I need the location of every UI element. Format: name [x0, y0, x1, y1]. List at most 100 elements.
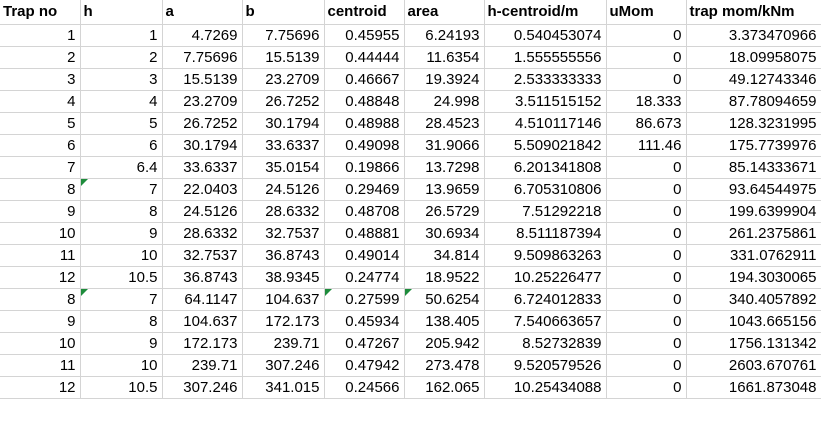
cell-h-centroid[interactable]: 9.520579526 [484, 354, 607, 377]
cell-centroid[interactable]: 0.46667 [324, 68, 405, 91]
cell-b[interactable]: 30.1794 [242, 112, 325, 135]
cell-trap-mom[interactable]: 128.3231995 [686, 112, 821, 135]
cell-area[interactable]: 28.4523 [404, 112, 485, 135]
cell-area[interactable]: 24.998 [404, 90, 485, 113]
cell-area[interactable]: 50.6254 [404, 288, 485, 311]
cell-umom[interactable]: 18.333 [606, 90, 687, 113]
cell-area[interactable]: 13.9659 [404, 178, 485, 201]
cell-area[interactable]: 162.065 [404, 376, 485, 399]
cell-trap-mom[interactable]: 331.0762911 [686, 244, 821, 267]
cell-trap-mom[interactable]: 2603.670761 [686, 354, 821, 377]
cell-trap-mom[interactable]: 49.12743346 [686, 68, 821, 91]
cell-centroid[interactable]: 0.45934 [324, 310, 405, 333]
cell-trap-no[interactable]: 5 [0, 112, 81, 135]
cell-h-centroid[interactable]: 2.533333333 [484, 68, 607, 91]
cell-trap-mom[interactable]: 1756.131342 [686, 332, 821, 355]
cell-centroid[interactable]: 0.48988 [324, 112, 405, 135]
cell-h-centroid[interactable]: 8.52732839 [484, 332, 607, 355]
cell-trap-mom[interactable]: 175.7739976 [686, 134, 821, 157]
cell-trap-no[interactable]: 10 [0, 222, 81, 245]
cell-h[interactable]: 9 [80, 332, 163, 355]
cell-b[interactable]: 23.2709 [242, 68, 325, 91]
cell-centroid[interactable]: 0.49014 [324, 244, 405, 267]
cell-umom[interactable]: 0 [606, 266, 687, 289]
cell-umom[interactable]: 0 [606, 354, 687, 377]
cell-trap-no[interactable]: 3 [0, 68, 81, 91]
cell-trap-no[interactable]: 11 [0, 244, 81, 267]
cell-trap-no[interactable]: 8 [0, 178, 81, 201]
cell-h-centroid[interactable]: 4.510117146 [484, 112, 607, 135]
cell-h[interactable]: 6.4 [80, 156, 163, 179]
cell-trap-no[interactable]: 11 [0, 354, 81, 377]
cell-trap-mom[interactable]: 93.64544975 [686, 178, 821, 201]
cell-umom[interactable]: 0 [606, 156, 687, 179]
cell-b[interactable]: 26.7252 [242, 90, 325, 113]
cell-centroid[interactable]: 0.29469 [324, 178, 405, 201]
cell-h[interactable]: 5 [80, 112, 163, 135]
cell-trap-mom[interactable]: 261.2375861 [686, 222, 821, 245]
cell-b[interactable]: 24.5126 [242, 178, 325, 201]
cell-h-centroid[interactable]: 9.509863263 [484, 244, 607, 267]
cell-centroid[interactable]: 0.48708 [324, 200, 405, 223]
cell-h-centroid[interactable]: 0.540453074 [484, 24, 607, 47]
cell-a[interactable]: 4.7269 [162, 24, 243, 47]
cell-a[interactable]: 64.1147 [162, 288, 243, 311]
header-cell-trap-no[interactable]: Trap no [0, 0, 81, 25]
cell-trap-mom[interactable]: 3.373470966 [686, 24, 821, 47]
cell-centroid[interactable]: 0.47942 [324, 354, 405, 377]
cell-umom[interactable]: 0 [606, 200, 687, 223]
cell-a[interactable]: 104.637 [162, 310, 243, 333]
cell-h[interactable]: 4 [80, 90, 163, 113]
cell-trap-no[interactable]: 2 [0, 46, 81, 69]
cell-trap-no[interactable]: 4 [0, 90, 81, 113]
cell-centroid[interactable]: 0.27599 [324, 288, 405, 311]
cell-a[interactable]: 30.1794 [162, 134, 243, 157]
cell-a[interactable]: 36.8743 [162, 266, 243, 289]
header-cell-centroid[interactable]: centroid [324, 0, 405, 25]
cell-b[interactable]: 341.015 [242, 376, 325, 399]
header-cell-h[interactable]: h [80, 0, 163, 25]
cell-umom[interactable]: 0 [606, 376, 687, 399]
cell-h[interactable]: 3 [80, 68, 163, 91]
cell-trap-no[interactable]: 12 [0, 376, 81, 399]
cell-h-centroid[interactable]: 6.724012833 [484, 288, 607, 311]
header-cell-area[interactable]: area [404, 0, 485, 25]
cell-h-centroid[interactable]: 7.540663657 [484, 310, 607, 333]
cell-a[interactable]: 26.7252 [162, 112, 243, 135]
cell-trap-no[interactable]: 1 [0, 24, 81, 47]
cell-area[interactable]: 31.9066 [404, 134, 485, 157]
cell-h-centroid[interactable]: 8.511187394 [484, 222, 607, 245]
cell-centroid[interactable]: 0.24566 [324, 376, 405, 399]
cell-h[interactable]: 6 [80, 134, 163, 157]
cell-trap-mom[interactable]: 1661.873048 [686, 376, 821, 399]
cell-umom[interactable]: 0 [606, 288, 687, 311]
cell-trap-mom[interactable]: 199.6399904 [686, 200, 821, 223]
cell-centroid[interactable]: 0.48848 [324, 90, 405, 113]
cell-b[interactable]: 15.5139 [242, 46, 325, 69]
header-cell-b[interactable]: b [242, 0, 325, 25]
cell-a[interactable]: 239.71 [162, 354, 243, 377]
cell-area[interactable]: 138.405 [404, 310, 485, 333]
cell-b[interactable]: 33.6337 [242, 134, 325, 157]
header-cell-trap-mom[interactable]: trap mom/kNm [686, 0, 821, 25]
cell-b[interactable]: 239.71 [242, 332, 325, 355]
cell-trap-mom[interactable]: 18.09958075 [686, 46, 821, 69]
cell-centroid[interactable]: 0.45955 [324, 24, 405, 47]
header-cell-a[interactable]: a [162, 0, 243, 25]
cell-b[interactable]: 32.7537 [242, 222, 325, 245]
cell-h-centroid[interactable]: 6.705310806 [484, 178, 607, 201]
cell-trap-no[interactable]: 7 [0, 156, 81, 179]
cell-b[interactable]: 307.246 [242, 354, 325, 377]
cell-umom[interactable]: 0 [606, 222, 687, 245]
cell-trap-no[interactable]: 10 [0, 332, 81, 355]
cell-a[interactable]: 33.6337 [162, 156, 243, 179]
cell-centroid[interactable]: 0.24774 [324, 266, 405, 289]
cell-trap-mom[interactable]: 85.14333671 [686, 156, 821, 179]
cell-b[interactable]: 28.6332 [242, 200, 325, 223]
cell-h[interactable]: 10 [80, 354, 163, 377]
cell-trap-no[interactable]: 9 [0, 310, 81, 333]
cell-umom[interactable]: 86.673 [606, 112, 687, 135]
cell-a[interactable]: 172.173 [162, 332, 243, 355]
cell-centroid[interactable]: 0.48881 [324, 222, 405, 245]
cell-trap-no[interactable]: 8 [0, 288, 81, 311]
